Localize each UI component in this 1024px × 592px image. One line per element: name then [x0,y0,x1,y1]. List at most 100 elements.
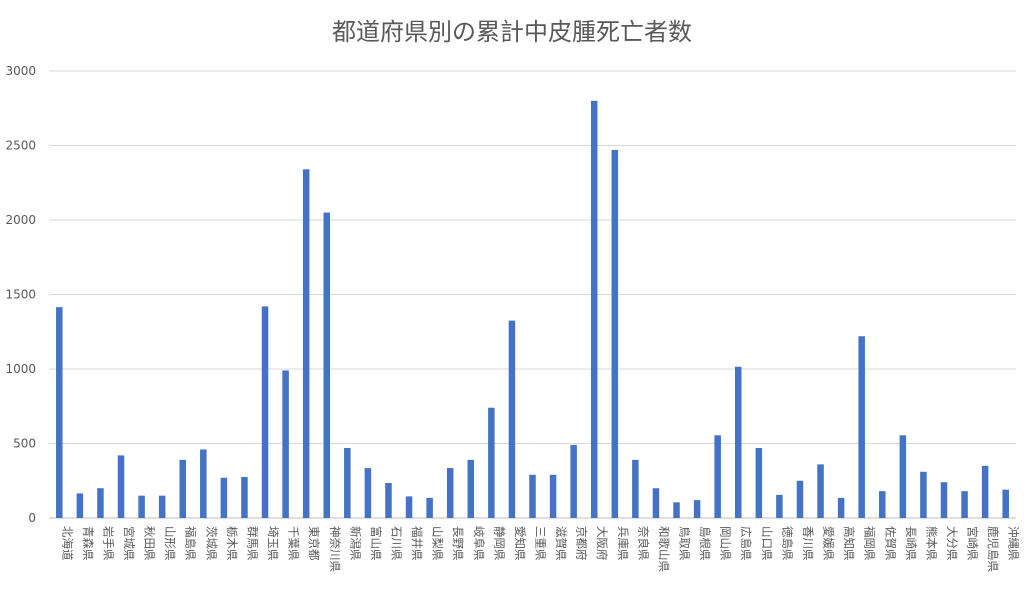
x-tick-label: 福井県 [410,526,424,561]
x-tick-label: 熊本県 [924,526,938,561]
bar [446,468,454,518]
x-tick-label: 新潟県 [348,526,362,561]
x-tick-label: 徳島県 [780,526,794,561]
bars [56,100,1009,519]
x-tick-label: 神奈川県 [328,526,342,572]
y-tick-label: 1000 [5,362,36,376]
x-tick-label: 大阪府 [595,526,609,561]
bar [693,500,701,518]
x-tick-label: 静岡県 [492,526,506,561]
gridlines [49,70,1016,519]
y-tick-label: 0 [28,511,36,525]
bar [776,494,783,518]
bar [981,465,989,518]
bar [961,491,968,518]
y-tick-label: 2500 [5,139,36,153]
x-tick-label: 青森県 [81,526,95,561]
x-tick-label: 長野県 [451,526,465,561]
bar [158,495,166,518]
x-tick-label: 大分県 [945,526,959,561]
x-tick-label: 山口県 [760,526,774,561]
x-tick-label: 千葉県 [287,526,301,561]
bar [570,444,577,518]
x-tick-label: 岐阜県 [472,526,486,561]
x-tick-label: 山梨県 [431,526,445,561]
bar [282,370,289,518]
y-tick-label: 2000 [5,213,36,227]
bar [652,488,660,518]
bar [734,366,742,518]
bar [385,482,392,518]
bar [899,435,907,518]
x-tick-label: 香川県 [801,526,815,561]
x-tick-label: 山形県 [163,526,177,561]
x-tick-label: 佐賀県 [883,526,897,561]
bar [508,320,516,518]
x-tick-label: 兵庫県 [616,526,630,561]
bar [714,435,721,518]
bar [323,212,331,519]
x-tick-label: 岩手県 [101,526,115,561]
bar [56,307,63,518]
bar [529,474,536,518]
bar [549,474,557,518]
x-tick-label: 愛知県 [513,526,527,561]
x-tick-label: 奈良県 [636,526,650,561]
y-tick-label: 1500 [5,288,36,302]
y-tick-label: 500 [13,437,36,451]
bar [837,497,845,518]
y-axis-ticks: 0 500 1000 1500 2000 2500 3000 [5,64,36,525]
bar [76,493,84,518]
x-tick-label: 高知県 [842,526,856,561]
bar [261,306,269,518]
bar [590,100,598,519]
x-tick-label: 富山県 [369,526,383,561]
bar [796,480,804,518]
x-tick-label: 京都府 [575,526,589,561]
bar [920,471,927,518]
bar [858,336,865,518]
x-tick-label: 鹿児島県 [986,526,1000,572]
x-tick-label: 宮城県 [122,526,136,561]
x-tick-label: 埼玉県 [266,526,280,561]
x-tick-label: 鳥取県 [678,526,692,561]
x-tick-label: 栃木県 [225,526,239,561]
bar [220,477,228,518]
bar [879,491,886,518]
bar [302,169,310,518]
bar [364,468,372,518]
x-tick-label: 茨城県 [204,526,218,561]
chart-title: 都道府県別の累計中皮腫死亡者数 [332,18,692,46]
bar [241,477,248,518]
bar [632,459,639,518]
bar [488,407,495,518]
x-tick-label: 岡山県 [719,526,733,561]
bar [138,495,145,518]
x-tick-label: 沖縄県 [1007,526,1021,561]
x-axis-labels: 北海道 青森県 岩手県 宮城県 秋田県 山形県 福島県 茨城県 栃木県 群馬県 埼玉県 千葉県 東京都神… [60,526,1020,572]
bar [179,459,186,518]
x-tick-label: 三重県 [534,526,548,561]
bar [200,449,207,518]
bar [1002,489,1009,518]
x-tick-label: 北海道 [60,526,74,561]
x-tick-label: 広島県 [739,526,753,561]
x-tick-label: 石川県 [389,526,403,561]
bar [467,459,475,518]
x-tick-label: 和歌山県 [657,526,671,572]
x-tick-label: 宮崎県 [966,526,980,561]
x-tick-label: 島根県 [698,526,712,561]
x-tick-label: 秋田県 [143,526,157,561]
x-tick-label: 群馬県 [245,526,259,561]
bar [344,447,351,518]
bar [426,497,433,518]
bar [673,502,680,518]
x-tick-label: 福島県 [184,526,198,561]
bar [405,496,413,518]
bar [611,149,619,518]
x-tick-label: 滋賀県 [554,526,568,561]
x-tick-label: 福岡県 [863,526,877,561]
bar [817,464,824,518]
